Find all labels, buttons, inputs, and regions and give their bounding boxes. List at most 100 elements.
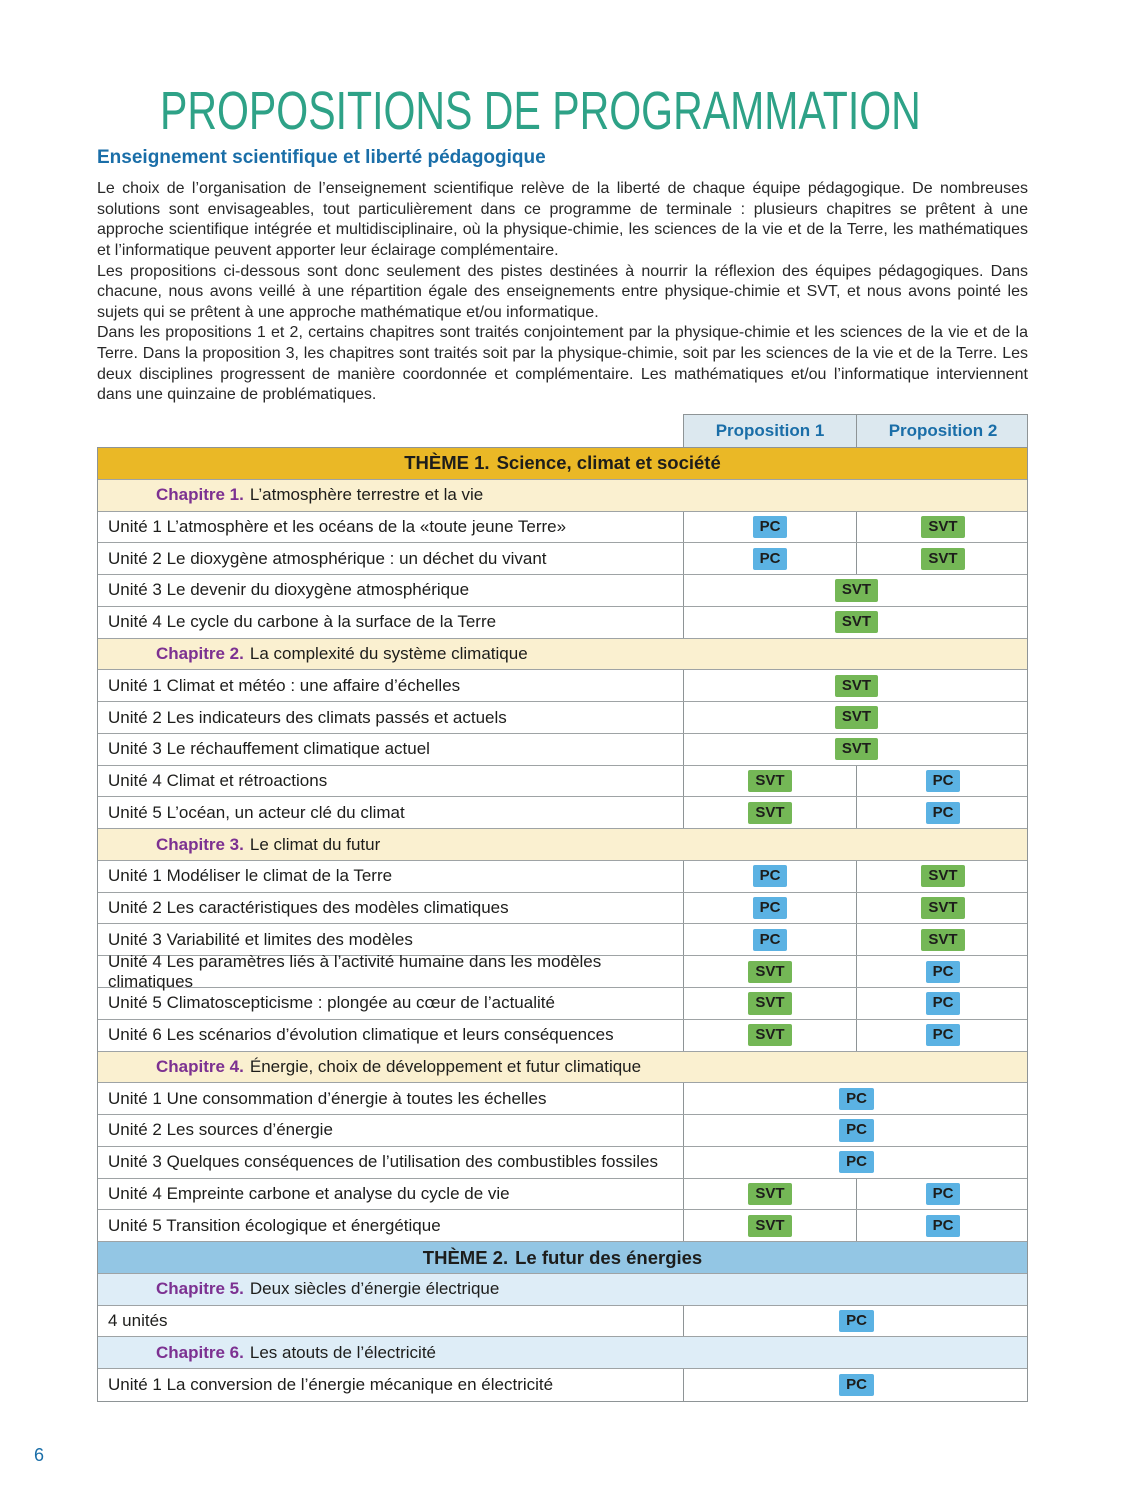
pc-badge: PC [925,801,961,824]
svt-badge: SVT [834,706,879,729]
table-row: Unité 3 Le réchauffement climatique actu… [98,733,1029,766]
svt-badge: SVT [834,579,879,602]
unit-label: Unité 1 Une consommation d’énergie à tou… [98,1083,684,1115]
pc-badge: PC [752,865,788,888]
proposition-span-cell: SVT [684,702,1029,733]
table-header-row: Proposition 1 Proposition 2 [683,414,1028,447]
unit-label: Unité 5 Climatoscepticisme : plongée au … [98,988,684,1019]
svt-badge: SVT [748,801,792,824]
proposition-1-cell: SVT [684,1020,856,1051]
table-body: THÈME 1. Science, climat et société Chapit… [97,447,1028,1402]
table-row: Unité 2 Les sources d’énergie PC [98,1115,1027,1147]
svt-badge: SVT [748,992,792,1015]
svt-badge: SVT [921,547,965,570]
proposition-2-cell: PC [856,956,1029,988]
table-row: Chapitre 6. Les atouts de l’électricité [98,1337,1027,1370]
proposition-1-cell: PC [684,893,856,924]
theme-prefix: THÈME 1. [404,452,490,474]
paragraph: Dans les propositions 1 et 2, certains c… [97,324,1028,404]
unit-label: Unité 2 Le dioxygène atmosphérique : un … [98,543,684,575]
proposition-2-cell: SVT [856,543,1029,575]
unit-label: Unité 6 Les scénarios d’évolution climat… [98,1019,684,1051]
table-row: Chapitre 4. Énergie, choix de développeme… [98,1051,1027,1084]
pc-badge: PC [839,1373,874,1397]
paragraph: Le choix de l’organisation de l’enseigne… [97,180,1028,259]
unit-label: Unité 1 L’atmosphère et les océans de la… [98,511,684,543]
proposition-2-cell: SVT [856,924,1029,956]
pc-badge: PC [839,1119,874,1142]
page-number: 6 [34,1445,45,1465]
proposition-2-cell: PC [856,988,1029,1019]
proposition-1-cell: PC [684,543,856,574]
svt-badge: SVT [748,769,792,793]
pc-badge: PC [752,896,788,920]
svt-badge: SVT [748,1024,792,1047]
table-row: Chapitre 2. La complexité du système clim… [98,638,1027,671]
proposition-1-cell: PC [684,861,856,892]
proposition-1-cell: SVT [684,988,856,1019]
proposition-2-cell: SVT [856,860,1029,892]
table-row: Unité 4 Les paramètres liés à l’activité… [98,952,1029,991]
unit-label: Unité 3 Quelques conséquences de l’utili… [98,1146,684,1178]
proposition-span-cell: PC [684,1369,1029,1401]
proposition-1-cell: SVT [684,956,856,987]
unit-label: Unité 3 Le réchauffement climatique actu… [98,733,684,765]
chapter-label: L’atmosphère terrestre et la vie [249,485,484,505]
section-heading: Enseignement scientifique et liberté péd… [97,147,546,168]
programmation-table: Proposition 1 Proposition 2 THÈME 1. Scie… [97,414,1028,1402]
table-row: Chapitre 3. Le climat du futur [98,829,1027,861]
proposition-2-cell: PC [856,1210,1029,1242]
svt-badge: SVT [834,674,879,697]
table-row: Unité 2 Les caractéristiques des modèles… [98,892,1029,925]
chapter-label: Énergie, choix de développement et futur… [249,1056,642,1076]
table-row: Unité 1 La conversion de l’énergie mécan… [98,1369,1027,1401]
unit-label: Unité 5 L’océan, un acteur clé du climat [98,797,684,829]
table-row: Unité 3 Le devenir du dioxygène atmosphé… [98,575,1027,607]
table-row: Unité 5 L’océan, un acteur clé du climat… [98,797,1027,830]
chapter-prefix: Chapitre 6. [156,1342,244,1362]
proposition-span-cell: SVT [684,670,1029,701]
table-row: Unité 4 Climat et rétroactions SVT PC [98,765,1027,798]
proposition-span-cell: PC [684,1147,1029,1178]
pc-badge: PC [752,515,788,539]
proposition-1-header: Proposition 1 [715,421,825,440]
chapter-prefix: Chapitre 4. [156,1056,244,1076]
proposition-2-cell: SVT [856,511,1029,543]
table-row: Unité 3 Variabilité et limites des modèl… [98,924,1029,957]
proposition-span-cell: SVT [684,607,1029,638]
unit-label: Unité 3 Variabilité et limites des modèl… [98,924,684,956]
svt-badge: SVT [834,611,879,634]
chapter-label: Les atouts de l’électricité [249,1342,437,1362]
chapter-label: La complexité du système climatique [249,643,528,663]
pc-badge: PC [839,1309,874,1333]
unit-label: Unité 3 Le devenir du dioxygène atmosphé… [98,575,684,606]
page-title: PROPOSITIONS DE PROGRAMMATION [160,81,921,141]
proposition-2-cell: PC [856,1178,1029,1210]
proposition-1-cell: PC [684,512,856,543]
theme-label: Science, climat et société [496,452,721,474]
svt-badge: SVT [748,960,792,983]
unit-label: Unité 2 Les sources d’énergie [98,1115,684,1146]
table-row: Unité 6 Les scénarios d’évolution climat… [98,1019,1027,1052]
pc-badge: PC [925,992,961,1015]
proposition-span-cell: SVT [684,734,1029,765]
table-row: Unité 1 Modéliser le climat de la Terre P… [98,860,1029,893]
proposition-2-cell: SVT [856,892,1029,924]
chapter-prefix: Chapitre 1. [156,485,244,505]
pc-badge: PC [839,1087,874,1110]
table-row: Unité 5 Climatoscepticisme : plongée au … [98,988,1027,1020]
unit-label: Unité 1 La conversion de l’énergie mécan… [98,1369,684,1401]
table-row: Unité 1 L’atmosphère et les océans de la… [98,511,1029,544]
pc-badge: PC [839,1151,874,1174]
svt-badge: SVT [921,515,965,539]
chapter-prefix: Chapitre 3. [156,834,244,854]
unit-label: Unité 1 Modéliser le climat de la Terre [98,860,684,892]
pc-badge: PC [925,1182,961,1206]
theme-label: Le futur des énergies [515,1246,703,1268]
table-row: THÈME 2. Le futur des énergies [98,1242,1027,1274]
table-row: Unité 2 Les indicateurs des climats pass… [98,702,1027,734]
paragraph: Les propositions ci-dessous sont donc se… [97,262,1028,321]
pc-badge: PC [925,1214,961,1237]
chapter-prefix: Chapitre 2. [156,643,244,663]
table-row: Unité 4 Empreinte carbone et analyse du … [98,1178,1029,1211]
